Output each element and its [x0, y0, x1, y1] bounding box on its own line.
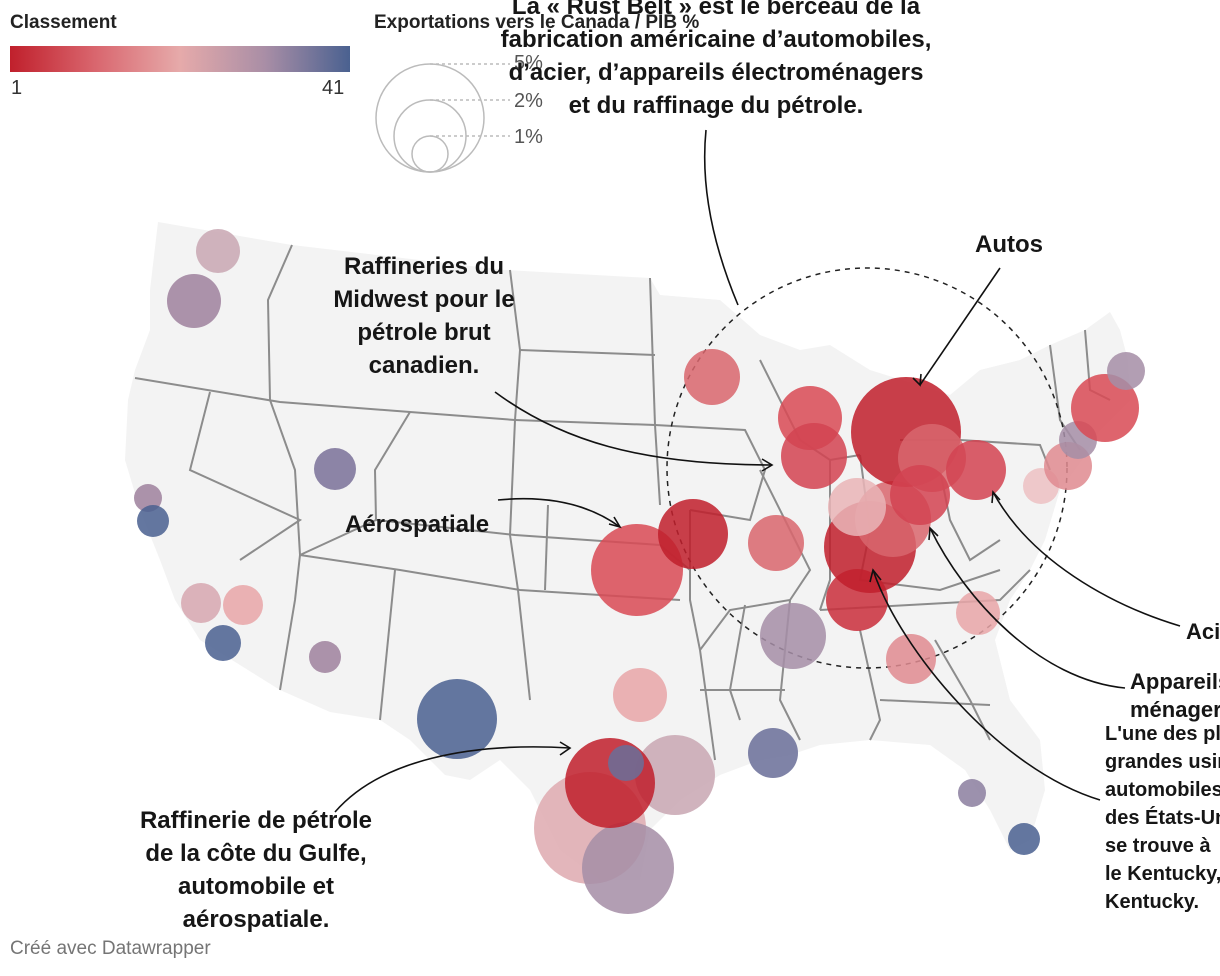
annotation-midwest: Raffineries du Midwest pour le pétrole b… [310, 250, 538, 382]
annotation-line: d’acier, d’appareils électroménagers [508, 59, 924, 86]
annotation-aerospace: Aérospatiale [345, 511, 490, 538]
bubble [1008, 823, 1040, 855]
bubble [591, 524, 683, 616]
annotation-acier: Acier [1186, 619, 1220, 644]
annotation-line: grandes usines [1105, 751, 1220, 773]
annotation-line: et du raffinage du pétrole. [568, 92, 864, 119]
bubble [134, 484, 162, 512]
annotation-line: Appareils [1130, 669, 1220, 694]
bubble [886, 634, 936, 684]
bubble [137, 505, 169, 537]
annotation-line: Midwest pour le [333, 286, 515, 313]
annotation-line: automobiles [1105, 779, 1220, 801]
annotation-line: Raffinerie de pétrole [139, 807, 373, 834]
annotation-line: le Kentucky, [1105, 863, 1220, 885]
annotation-line: de la côte du Gulfe, [145, 840, 367, 867]
bubble [223, 585, 263, 625]
annotation-line: canadien. [368, 352, 480, 379]
datawrapper-credit[interactable]: Créé avec Datawrapper [10, 938, 211, 959]
annotation-rust-belt: La « Rust Belt » est le berceau de la fa… [440, 0, 992, 122]
bubble [181, 583, 221, 623]
bubble [582, 822, 674, 914]
annotation-line: se trouve à [1105, 835, 1211, 857]
bubble [1107, 352, 1145, 390]
color-legend-max: 41 [322, 77, 345, 99]
bubble [1071, 374, 1139, 442]
annotation-arrows [334, 129, 1181, 813]
bubble [748, 728, 798, 778]
bubble [684, 349, 740, 405]
annotation-line: L'une des plus [1105, 723, 1220, 745]
color-legend-title: Classement [10, 12, 117, 33]
bubble [205, 625, 241, 661]
annotation-autos: Autos [975, 231, 1043, 258]
size-label-5: 5% [514, 52, 543, 74]
bubble [417, 679, 497, 759]
bubble [635, 735, 715, 815]
bubble [565, 738, 655, 828]
annotation-line: aérospatiale. [182, 906, 330, 933]
bubble [781, 423, 847, 489]
annotation-gulf: Raffinerie de pétrole de la côte du Gulf… [120, 804, 392, 936]
annotation-line: Raffineries du [343, 253, 505, 280]
annotation-kentucky: L'une des plus grandes usines automobile… [1105, 720, 1220, 916]
size-label-2: 2% [514, 90, 543, 112]
bubble [608, 745, 644, 781]
bubble [828, 478, 886, 536]
bubble [613, 668, 667, 722]
bubble [748, 515, 804, 571]
annotation-appareils: Appareils ménagers [1130, 668, 1220, 724]
annotation-line: automobile et [177, 873, 334, 900]
color-legend-min: 1 [11, 77, 23, 99]
annotation-line: des États-Unis [1105, 807, 1220, 829]
bubble [760, 603, 826, 669]
annotation-line: fabrication américaine d’automobiles, [500, 26, 932, 53]
annotation-line: ménagers [1130, 697, 1220, 722]
bubble [658, 499, 728, 569]
size-legend [375, 63, 510, 173]
state-bubbles [134, 229, 1145, 914]
bubble [314, 448, 356, 490]
size-label-1: 1% [514, 126, 543, 148]
bubble [309, 641, 341, 673]
bubble [890, 465, 950, 525]
bubble [956, 591, 1000, 635]
bubble [958, 779, 986, 807]
bubble [167, 274, 221, 328]
size-legend-title: Exportations vers le Canada / PIB % [374, 12, 700, 33]
bubble [946, 440, 1006, 500]
bubble [196, 229, 240, 273]
color-gradient-bar [10, 46, 350, 72]
annotation-line: Kentucky. [1105, 891, 1200, 913]
annotation-line: La « Rust Belt » est le berceau de la [511, 0, 921, 20]
annotation-line: pétrole brut [357, 319, 491, 346]
